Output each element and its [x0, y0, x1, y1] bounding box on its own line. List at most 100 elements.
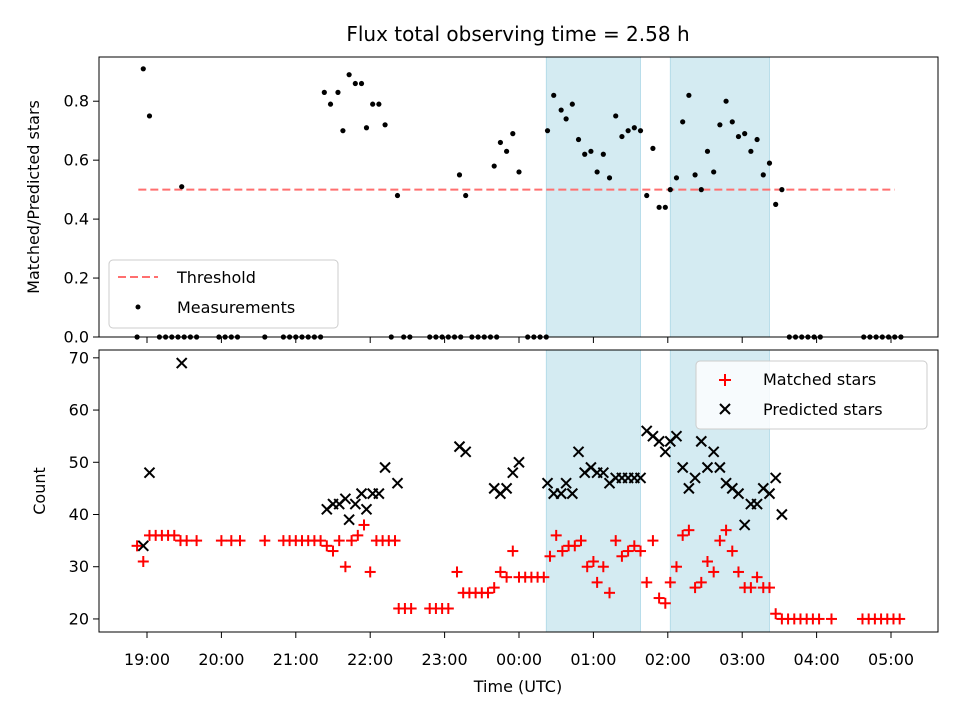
measurement-point — [667, 187, 673, 193]
predicted-star-marker — [560, 477, 572, 489]
predicted-star-marker — [695, 435, 707, 448]
top-legend: Threshold Measurements — [108, 259, 339, 329]
measurement-point — [588, 148, 594, 154]
measurement-point — [644, 192, 650, 199]
measurement-point — [662, 204, 668, 210]
matched-star-marker — [569, 540, 581, 552]
matched-star-marker — [339, 561, 351, 573]
bottom-y-ticks: 20 30 40 50 60 70 — [69, 348, 99, 628]
predicted-star-marker — [500, 482, 513, 495]
top-y-tick-label: 0.0 — [64, 328, 89, 347]
measurement-point — [619, 133, 625, 140]
measurement-point — [463, 192, 469, 199]
matched-star-marker — [137, 556, 149, 567]
matched-star-marker — [701, 556, 713, 567]
matched-star-marker — [677, 529, 689, 541]
measurement-point — [773, 201, 779, 207]
predicted-star-marker — [707, 446, 720, 458]
matched-star-marker — [389, 535, 401, 547]
measurement-point — [698, 187, 704, 193]
top-y-tick-label: 0.8 — [64, 92, 89, 111]
predicted-star-marker — [507, 467, 519, 479]
bottom-y-tick-label: 20 — [69, 609, 89, 628]
matched-star-marker — [664, 576, 676, 588]
predicted-star-marker — [659, 446, 672, 458]
matched-star-marker — [556, 545, 568, 557]
bottom-y-tick-label: 60 — [69, 401, 89, 420]
measurement-point — [146, 113, 153, 119]
matched-star-marker — [825, 613, 837, 625]
matched-star-marker — [364, 566, 376, 578]
predicted-star-marker — [683, 482, 695, 495]
measurement-point — [358, 80, 365, 87]
measurement-point — [382, 122, 388, 128]
predicted-star-marker — [732, 487, 745, 500]
matched-star-marker — [494, 566, 506, 578]
matched-star-marker — [751, 571, 763, 583]
bottom-panel: 20 30 40 50 60 70 19:00 20:00 21:00 22:00 23:00 00… — [30, 348, 939, 696]
matched-star-marker — [763, 582, 775, 594]
top-y-ticks: 0.0 0.2 0.4 0.6 0.8 — [64, 92, 99, 347]
measurement-point — [735, 133, 742, 140]
bottom-legend-box — [695, 360, 928, 430]
matched-star-marker — [538, 571, 550, 583]
predicted-star-marker — [653, 435, 665, 448]
matched-star-marker — [597, 561, 609, 573]
measurement-point — [606, 175, 613, 181]
predicted-star-marker — [776, 508, 788, 521]
matched-star-marker — [501, 571, 513, 583]
matched-star-marker — [234, 535, 246, 547]
bottom-y-tick-label: 40 — [69, 505, 89, 524]
top-x-ticks — [146, 337, 892, 343]
measurement-point — [497, 139, 503, 146]
matched-star-marker — [581, 561, 593, 573]
shaded-interval-2-top — [669, 56, 770, 338]
measurement-point — [680, 119, 686, 125]
measurement-point — [723, 98, 729, 104]
measurement-points — [134, 66, 904, 340]
matched-star-marker — [745, 582, 757, 594]
measurement-point — [650, 145, 656, 151]
x-tick-label: 05:00 — [868, 650, 914, 669]
top-y-tick-label: 0.4 — [64, 210, 89, 229]
measurement-point — [370, 101, 376, 107]
matched-star-marker — [647, 535, 659, 547]
predicted-star-marker — [763, 487, 776, 500]
matched-star-marker — [708, 566, 720, 578]
matched-star-marker — [641, 576, 653, 588]
matched-star-marker — [610, 535, 622, 547]
predicted-star-marker — [343, 514, 355, 526]
matched-star-marker — [488, 582, 500, 594]
measurement-point — [491, 163, 497, 169]
matched-star-marker — [732, 566, 744, 578]
matched-star-marker — [659, 597, 671, 609]
matched-star-marker — [894, 613, 906, 625]
matched-star-marker — [813, 613, 825, 625]
legend-matched-label: Matched stars — [763, 370, 876, 389]
legend-threshold-label: Threshold — [176, 268, 256, 287]
measurement-point — [504, 148, 510, 154]
matched-star-marker — [604, 587, 616, 599]
measurement-point — [346, 72, 352, 78]
matched-star-marker — [575, 535, 587, 547]
predicted-star-marker — [555, 487, 567, 500]
measurement-point — [742, 131, 748, 137]
matched-star-marker — [321, 540, 333, 552]
predicted-star-marker — [391, 477, 404, 489]
measurement-point — [656, 204, 662, 210]
matched-star-marker — [259, 535, 271, 547]
measurement-point — [363, 125, 370, 131]
matched-star-marker — [550, 529, 562, 541]
predicted-star-marker — [597, 467, 610, 479]
top-y-label: Matched/Predicted stars — [24, 100, 43, 294]
legend-measurements-label: Measurements — [177, 298, 295, 317]
measurement-point — [569, 101, 575, 107]
measurement-point — [613, 113, 619, 119]
measurement-point — [544, 128, 551, 134]
predicted-star-marker — [360, 503, 373, 515]
x-tick-label: 01:00 — [570, 650, 616, 669]
measurement-point — [692, 172, 698, 178]
predicted-star-marker — [769, 472, 782, 484]
matched-star-marker — [181, 535, 193, 547]
